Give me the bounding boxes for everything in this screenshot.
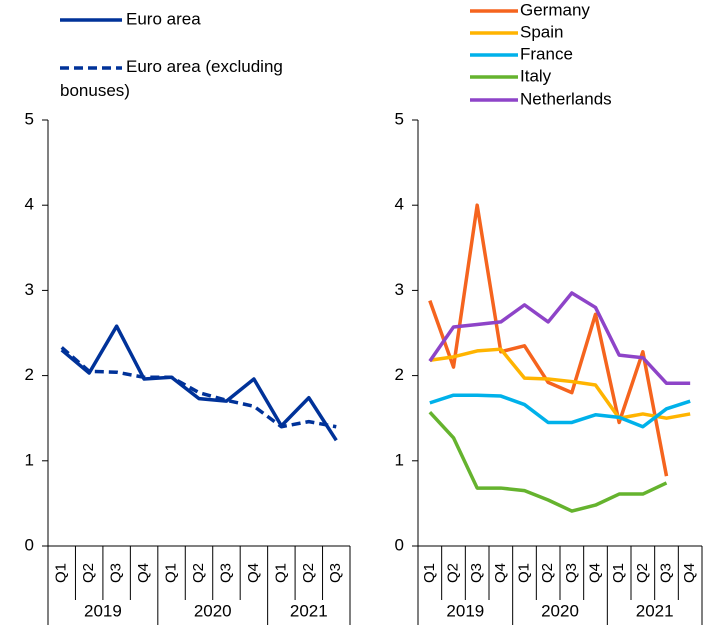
series-line	[428, 203, 669, 477]
x-tick-label: Q4	[681, 563, 698, 583]
x-tick-label: Q4	[135, 563, 152, 583]
series-line	[60, 324, 338, 442]
legend-label: France	[520, 44, 573, 63]
legend-label: Italy	[520, 66, 552, 85]
x-tick-label: Q3	[468, 563, 485, 583]
x-tick-label: Q2	[539, 563, 556, 583]
legend-label: Euro area (excluding bonuses)	[60, 57, 283, 100]
y-tick-label: 2	[395, 365, 404, 384]
series-line	[429, 347, 691, 420]
y-tick-label: 4	[395, 195, 404, 214]
x-tick-label: Q1	[610, 563, 627, 583]
x-tick-label: Q3	[108, 563, 125, 583]
series-line	[429, 393, 691, 429]
year-label: 2019	[84, 601, 122, 620]
y-tick-label: 5	[25, 109, 34, 128]
x-tick-label: Q1	[421, 563, 438, 583]
x-tick-label: Q3	[563, 563, 580, 583]
y-tick-label: 2	[25, 365, 34, 384]
series-line	[428, 411, 668, 513]
y-tick-label: 1	[25, 450, 34, 469]
x-tick-label: Q1	[163, 563, 180, 583]
x-tick-label: Q4	[492, 563, 509, 583]
year-label: 2019	[446, 601, 484, 620]
y-tick-label: 0	[25, 535, 34, 554]
y-tick-label: 0	[395, 535, 404, 554]
series-line	[60, 346, 337, 429]
x-tick-label: Q2	[80, 563, 97, 583]
x-tick-label: Q2	[634, 563, 651, 583]
year-label: 2020	[194, 601, 232, 620]
x-tick-label: Q2	[190, 563, 207, 583]
x-tick-label: Q1	[515, 563, 532, 583]
year-label: 2021	[636, 601, 674, 620]
x-tick-label: Q4	[245, 563, 262, 583]
legend-label: Spain	[520, 22, 563, 41]
x-tick-label: Q1	[53, 563, 70, 583]
y-tick-label: 3	[25, 280, 34, 299]
series-line	[428, 291, 691, 386]
y-tick-label: 5	[395, 109, 404, 128]
y-tick-label: 1	[395, 450, 404, 469]
x-tick-label: Q2	[444, 563, 461, 583]
legend-label: Germany	[520, 0, 590, 19]
x-tick-label: Q3	[327, 563, 344, 583]
year-label: 2020	[541, 601, 579, 620]
x-tick-label: Q1	[272, 563, 289, 583]
x-tick-label: Q2	[300, 563, 317, 583]
legend-label: Netherlands	[520, 89, 612, 108]
x-tick-label: Q4	[586, 563, 603, 583]
y-tick-label: 4	[25, 195, 34, 214]
x-tick-label: Q3	[217, 563, 234, 583]
year-label: 2021	[290, 601, 328, 620]
y-tick-label: 3	[395, 280, 404, 299]
legend-label: Euro area	[126, 9, 201, 28]
x-tick-label: Q3	[657, 563, 674, 583]
